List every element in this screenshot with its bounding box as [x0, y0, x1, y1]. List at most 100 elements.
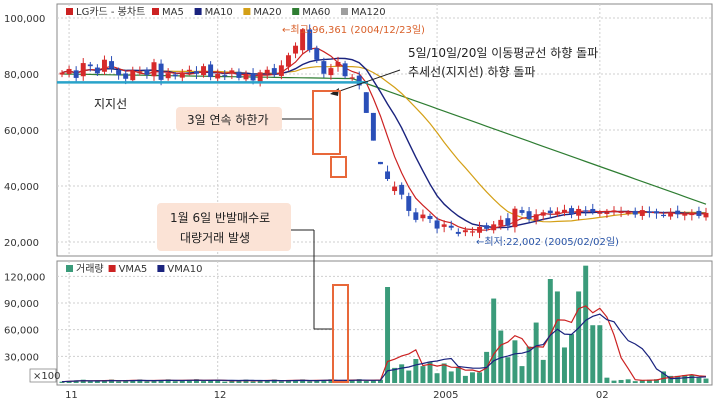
- candle-body: [547, 210, 553, 214]
- volume-bar: [618, 379, 624, 383]
- volume-bar: [328, 379, 334, 383]
- volume-bar: [540, 359, 546, 383]
- price-y-tick-label: 100,000: [4, 14, 45, 25]
- candle-body: [675, 210, 681, 215]
- volume-bar: [130, 380, 136, 383]
- volume-bar: [491, 298, 497, 383]
- volume-bar: [632, 381, 638, 383]
- legend-swatch: [66, 265, 73, 272]
- volume-bar: [201, 381, 207, 383]
- candle-body: [370, 112, 376, 141]
- candle-body: [689, 212, 695, 216]
- volume-bar: [639, 380, 645, 383]
- candle-body: [158, 63, 164, 80]
- volume-bar: [682, 375, 688, 383]
- candle-body: [101, 59, 107, 72]
- candle-body: [420, 214, 426, 219]
- volume-bar: [590, 325, 596, 383]
- candle-body: [123, 73, 129, 79]
- volume-bar: [554, 291, 560, 383]
- volume-bar: [243, 379, 249, 383]
- volume-bar: [646, 379, 652, 383]
- support-line-label: 지지선: [94, 97, 127, 111]
- legend-swatch: [243, 8, 251, 15]
- volume-bar: [703, 378, 709, 383]
- peak-annotation: ←최고:96,361 (2004/12/23일): [282, 24, 425, 36]
- volume-bar: [300, 379, 306, 383]
- x-axis-label: 02: [596, 390, 609, 401]
- candle-body: [201, 66, 207, 76]
- candle-body: [653, 211, 659, 214]
- candle-body: [604, 212, 610, 214]
- candle-body: [222, 75, 228, 77]
- candle-body: [498, 219, 504, 226]
- rebound-label-box: [157, 203, 291, 251]
- candle-body: [293, 45, 299, 54]
- candle-body: [385, 171, 391, 179]
- price-y-tick-label: 20,000: [4, 238, 39, 249]
- candle-body: [576, 208, 582, 216]
- candle-body: [413, 212, 419, 220]
- candle-body: [561, 209, 567, 213]
- candle-body: [540, 212, 546, 216]
- volume-bar: [250, 381, 256, 383]
- ma-break-arrow: [333, 69, 401, 94]
- candle-body: [257, 72, 263, 82]
- volume-bar: [597, 325, 603, 383]
- candle-body: [399, 184, 405, 195]
- volume-bar: [222, 381, 228, 383]
- volume-legend: 거래량 VMA5 VMA10: [66, 263, 202, 275]
- volume-bar: [236, 380, 242, 383]
- volume-bar: [547, 279, 553, 383]
- candle-body: [215, 73, 221, 79]
- candle-body: [696, 210, 702, 216]
- candle-body: [377, 161, 383, 165]
- volume-bar: [87, 381, 93, 383]
- volume-bar: [477, 372, 483, 383]
- volume-bar: [512, 340, 518, 383]
- legend-label: VMA5: [119, 264, 148, 275]
- candle-body: [137, 71, 143, 73]
- limit-down-label-box: [176, 107, 282, 131]
- volume-bar: [611, 380, 617, 383]
- volume-bar: [377, 379, 383, 383]
- candle-body: [264, 69, 270, 74]
- price-y-tick-labels: 100,000 80,000 60,000 40,000 20,000: [4, 14, 45, 249]
- volume-bar: [569, 334, 575, 383]
- low-annotation: ←최저:22,002 (2005/02/02일): [476, 236, 619, 248]
- volume-unit-box: [29, 368, 57, 383]
- candle-body: [328, 68, 334, 76]
- legend-swatch: [341, 8, 348, 15]
- candle-body: [625, 212, 631, 214]
- volume-bar: [186, 379, 192, 383]
- candle-body: [505, 218, 511, 226]
- volume-bar: [123, 380, 129, 383]
- candle-body: [109, 61, 115, 69]
- candle-body: [349, 77, 355, 79]
- candle-body: [151, 62, 157, 77]
- candle-body: [441, 224, 447, 227]
- volume-bar: [533, 322, 539, 383]
- volume-bar: [73, 380, 79, 383]
- candle-body: [661, 214, 667, 217]
- candle-body: [462, 230, 468, 233]
- candle-body: [116, 70, 122, 76]
- volume-bar: [215, 379, 221, 383]
- volume-bar: [172, 381, 178, 383]
- volume-bar: [675, 375, 681, 383]
- volume-bar: [441, 363, 447, 383]
- legend-label: MA20: [253, 7, 281, 18]
- rebound-label-1: 1월 6일 반발매수로: [170, 211, 270, 225]
- volume-bar: [420, 366, 426, 383]
- x-axis-label: 2005: [433, 390, 458, 401]
- volume-bar: [625, 379, 631, 383]
- volume-panel-frame: [56, 260, 713, 386]
- volume-bar: [448, 371, 454, 383]
- volume-bar: [229, 380, 235, 383]
- legend-swatch: [108, 265, 116, 272]
- volume-bar: [385, 287, 391, 383]
- candle-body: [285, 55, 291, 67]
- x-axis-label: 12: [214, 390, 227, 401]
- candle-body: [300, 29, 306, 51]
- candle-body: [59, 72, 65, 75]
